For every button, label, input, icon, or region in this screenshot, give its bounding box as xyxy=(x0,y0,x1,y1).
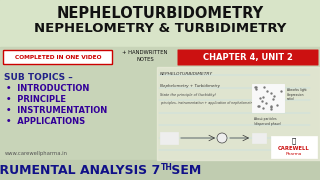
Text: NEPHELOMETRY & TURBIDIMETRY: NEPHELOMETRY & TURBIDIMETRY xyxy=(34,22,286,35)
Bar xyxy=(157,67,320,160)
Text: •  PRINCIPLE: • PRINCIPLE xyxy=(6,95,66,104)
Text: State the principle of (turbidity): State the principle of (turbidity) xyxy=(160,93,216,97)
Text: •  APPLICATIONS: • APPLICATIONS xyxy=(6,117,85,126)
Text: •  INTRODUCTION: • INTRODUCTION xyxy=(6,84,89,93)
Text: 🎓: 🎓 xyxy=(292,138,296,144)
Bar xyxy=(0,160,320,180)
Text: SUB TOPICS –: SUB TOPICS – xyxy=(4,73,73,82)
Text: Pharma: Pharma xyxy=(286,152,302,156)
Text: (dispersed phase): (dispersed phase) xyxy=(254,122,281,126)
Text: COMPLETED IN ONE VIDEO: COMPLETED IN ONE VIDEO xyxy=(15,55,101,60)
Bar xyxy=(252,133,266,143)
Bar xyxy=(0,47,320,67)
Text: www.carewellpharma.in: www.carewellpharma.in xyxy=(5,152,68,156)
Bar xyxy=(0,0,320,47)
Text: principles, instrumentation + application of nephelometry: principles, instrumentation + applicatio… xyxy=(160,101,254,105)
Text: INSTRUMENTAL ANALYSIS 7: INSTRUMENTAL ANALYSIS 7 xyxy=(0,163,160,177)
Bar xyxy=(252,84,284,112)
FancyBboxPatch shape xyxy=(178,50,318,66)
Text: About particles: About particles xyxy=(254,117,276,121)
Text: SEM: SEM xyxy=(167,163,201,177)
Text: NEPHELOTURBIDOMETRY: NEPHELOTURBIDOMETRY xyxy=(56,6,264,21)
Text: NEPHELOTURBIDIMETRY: NEPHELOTURBIDIMETRY xyxy=(160,72,213,76)
Text: Absorbs light
(depression
ratio): Absorbs light (depression ratio) xyxy=(287,88,307,101)
FancyBboxPatch shape xyxy=(4,51,113,64)
Bar xyxy=(160,132,178,144)
Text: TH: TH xyxy=(161,163,173,172)
Text: + HANDWRITTEN
NOTES: + HANDWRITTEN NOTES xyxy=(122,50,168,62)
Circle shape xyxy=(217,133,227,143)
Text: Nephelometry + Turbidimetry: Nephelometry + Turbidimetry xyxy=(160,84,220,88)
Text: CHAPTER 4, UNIT 2: CHAPTER 4, UNIT 2 xyxy=(203,53,293,62)
Bar xyxy=(271,136,317,158)
Text: •  INSTRUMENTATION: • INSTRUMENTATION xyxy=(6,106,107,115)
Text: CAREWELL: CAREWELL xyxy=(278,147,310,152)
